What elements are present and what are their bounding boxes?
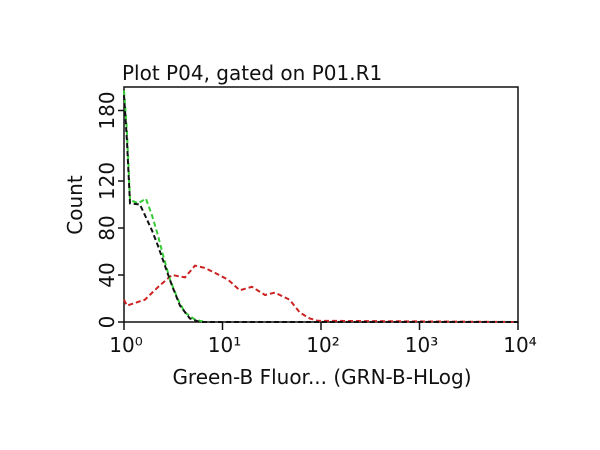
y-tick-label: 180: [95, 91, 119, 129]
histogram-line: [123, 95, 518, 323]
y-axis-label: Count: [63, 175, 87, 235]
chart-title: Plot P04, gated on P01.R1: [122, 61, 382, 85]
y-tick-label: 0: [95, 316, 119, 329]
histogram-line: [123, 90, 205, 323]
y-tick-label: 120: [95, 162, 119, 200]
y-tick-label: 40: [95, 262, 119, 287]
plot-frame: [123, 86, 519, 323]
x-axis-label: Green-B Fluor... (GRN-B-HLog): [172, 365, 471, 389]
x-tick-label: 10⁰: [109, 333, 142, 357]
x-tick-label: 10²: [306, 333, 339, 357]
x-tick-label: 10¹: [208, 333, 241, 357]
histogram-line: [123, 264, 519, 323]
x-tick-label: 10⁴: [503, 333, 536, 357]
y-tick-label: 80: [95, 215, 119, 240]
x-tick-label: 10³: [405, 333, 438, 357]
